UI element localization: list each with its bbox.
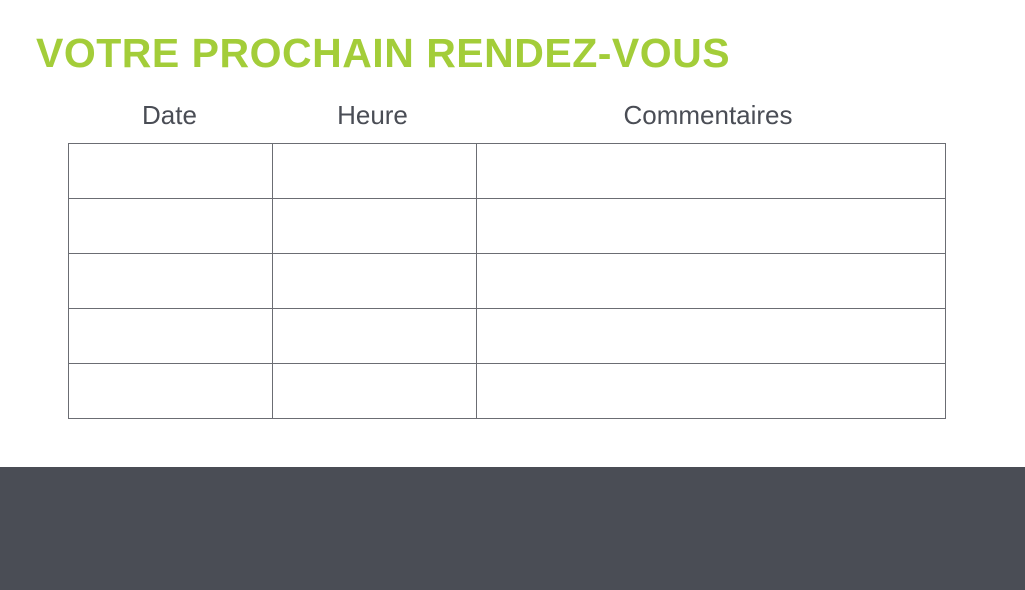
table-cell-date[interactable] bbox=[68, 143, 273, 199]
table-cell-heure[interactable] bbox=[272, 198, 477, 254]
column-header-heure: Heure bbox=[337, 100, 408, 130]
table-cell-heure[interactable] bbox=[272, 253, 477, 309]
table-cell-heure[interactable] bbox=[272, 363, 477, 419]
column-header-date: Date bbox=[142, 100, 197, 130]
table-cell-date[interactable] bbox=[68, 363, 273, 419]
table-cell-commentaires[interactable] bbox=[476, 198, 946, 254]
table-cell-commentaires[interactable] bbox=[476, 308, 946, 364]
table-cell-date[interactable] bbox=[68, 198, 273, 254]
column-header-commentaires: Commentaires bbox=[623, 100, 793, 130]
table-row bbox=[68, 143, 946, 199]
table-cell-commentaires[interactable] bbox=[476, 363, 946, 419]
table-cell-date[interactable] bbox=[68, 253, 273, 309]
table-row bbox=[68, 253, 946, 309]
page-title: VOTRE PROCHAIN RENDEZ-VOUS bbox=[36, 30, 731, 76]
table-cell-date[interactable] bbox=[68, 308, 273, 364]
table-row bbox=[68, 363, 946, 419]
table-cell-commentaires[interactable] bbox=[476, 143, 946, 199]
footer-band bbox=[0, 467, 1025, 590]
appointment-table bbox=[68, 143, 946, 419]
table-row bbox=[68, 198, 946, 254]
table-cell-heure[interactable] bbox=[272, 308, 477, 364]
table-row bbox=[68, 308, 946, 364]
table-cell-heure[interactable] bbox=[272, 143, 477, 199]
table-cell-commentaires[interactable] bbox=[476, 253, 946, 309]
